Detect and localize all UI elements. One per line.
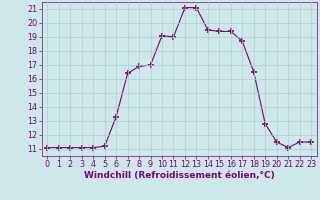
X-axis label: Windchill (Refroidissement éolien,°C): Windchill (Refroidissement éolien,°C) — [84, 171, 275, 180]
